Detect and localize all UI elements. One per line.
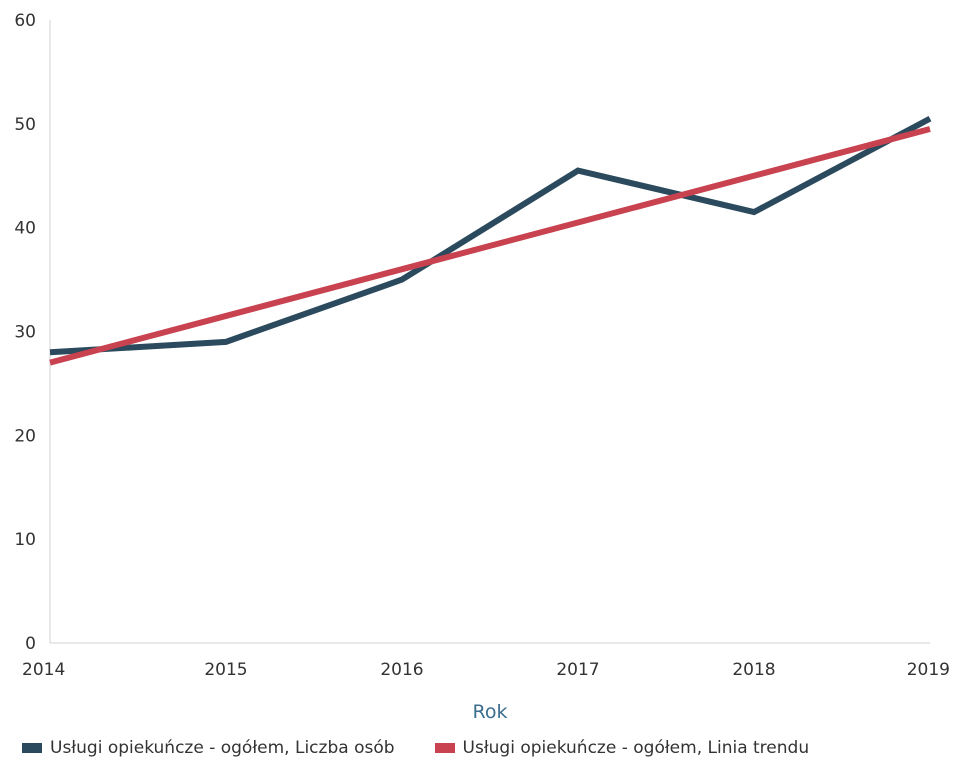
- x-tick-label: 2017: [556, 660, 599, 680]
- legend-item-linia-trendu: Usługi opiekuńcze - ogółem, Linia trendu: [434, 738, 810, 758]
- legend-label: Usługi opiekuńcze - ogółem, Liczba osób: [50, 738, 395, 758]
- x-tick-label: 2015: [204, 660, 247, 680]
- series-line-1: [49, 126, 931, 366]
- x-axis-ticks: 2014 2015 2016 2017 2018 2019: [22, 660, 950, 680]
- legend-item-liczba-osob: Usługi opiekuńcze - ogółem, Liczba osób: [22, 738, 395, 758]
- legend: Usługi opiekuńcze - ogółem, Liczba osób …: [22, 738, 809, 758]
- x-tick-label: 2016: [380, 660, 423, 680]
- y-axis-ticks: 0 10 20 30 40 50 60: [14, 11, 36, 654]
- x-tick-label: 2019: [907, 660, 950, 680]
- y-tick-label: 20: [14, 426, 36, 446]
- y-tick-label: 40: [14, 219, 36, 239]
- line-chart: 0 10 20 30 40 50 60 2014 2015 2016 2017 2018 2019 R…: [14, 11, 950, 723]
- legend-swatch: [434, 743, 455, 753]
- y-tick-label: 10: [14, 530, 36, 550]
- x-tick-label: 2014: [22, 660, 65, 680]
- y-tick-label: 60: [14, 11, 36, 31]
- y-tick-label: 30: [14, 323, 36, 343]
- y-tick-label: 50: [14, 115, 36, 135]
- y-tick-label: 0: [25, 634, 36, 654]
- series-line-0: [49, 115, 932, 356]
- series-lines: [49, 115, 932, 366]
- x-axis-label: Rok: [473, 701, 508, 723]
- legend-label: Usługi opiekuńcze - ogółem, Linia trendu: [462, 738, 810, 758]
- x-tick-label: 2018: [732, 660, 775, 680]
- axes: [49, 20, 930, 644]
- legend-swatch: [22, 743, 42, 753]
